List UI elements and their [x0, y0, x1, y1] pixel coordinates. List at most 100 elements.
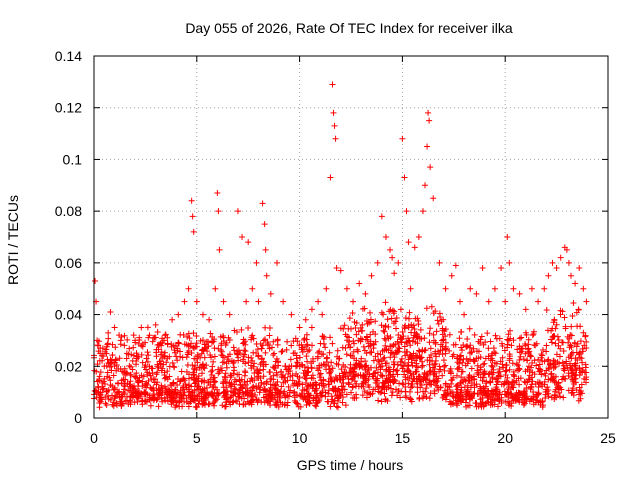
y-tick-label: 0.02 [55, 358, 82, 374]
noise-marker [398, 355, 405, 362]
data-point [356, 280, 363, 287]
noise-marker [274, 336, 281, 343]
noise-marker [359, 380, 366, 387]
noise-marker [192, 397, 199, 404]
noise-marker [442, 380, 449, 387]
noise-marker [131, 386, 138, 393]
noise-marker [238, 326, 245, 333]
noise-marker [287, 356, 294, 363]
noise-marker [303, 343, 310, 350]
noise-marker [503, 367, 510, 374]
noise-marker [553, 321, 560, 328]
noise-marker [489, 357, 496, 364]
noise-marker [127, 363, 134, 370]
noise-marker [370, 341, 377, 348]
noise-marker [365, 364, 372, 371]
noise-marker [577, 338, 584, 345]
noise-marker [177, 353, 184, 360]
noise-marker [380, 311, 387, 318]
noise-marker [267, 376, 274, 383]
noise-marker [447, 369, 454, 376]
data-point [456, 298, 463, 305]
noise-marker [154, 363, 161, 370]
noise-marker [537, 398, 544, 405]
noise-marker [278, 368, 285, 375]
noise-marker [395, 344, 402, 351]
noise-marker [347, 352, 354, 359]
data-point [516, 290, 523, 297]
noise-marker [413, 360, 420, 367]
noise-marker [205, 379, 212, 386]
noise-marker [382, 323, 389, 330]
data-point [216, 246, 223, 253]
noise-marker [533, 397, 540, 404]
noise-marker [519, 394, 526, 401]
noise-marker [568, 323, 575, 330]
noise-marker [386, 376, 393, 383]
noise-marker [366, 309, 373, 316]
noise-marker [583, 338, 590, 345]
noise-marker [254, 375, 261, 381]
noise-marker [250, 363, 257, 370]
noise-marker [359, 321, 366, 328]
noise-marker [352, 371, 359, 378]
noise-marker [166, 387, 173, 394]
noise-marker [346, 315, 353, 322]
noise-marker [132, 361, 139, 368]
noise-marker [352, 324, 359, 331]
noise-marker [405, 322, 412, 329]
noise-marker [466, 393, 473, 400]
data-point [545, 272, 552, 279]
noise-marker [240, 353, 247, 360]
noise-marker [493, 381, 500, 388]
noise-marker [399, 365, 406, 372]
noise-marker [393, 325, 400, 332]
noise-marker [346, 338, 353, 345]
noise-marker [234, 351, 241, 358]
noise-marker [442, 326, 449, 333]
noise-marker [134, 353, 141, 360]
noise-marker [549, 333, 556, 340]
noise-marker [499, 342, 506, 349]
noise-marker [539, 347, 546, 354]
noise-marker [446, 331, 453, 338]
noise-marker [405, 335, 412, 342]
noise-marker [105, 329, 112, 336]
noise-marker [318, 362, 325, 369]
noise-marker [336, 372, 343, 379]
noise-marker [506, 366, 513, 373]
noise-marker [489, 375, 496, 382]
noise-marker [100, 378, 107, 385]
data-point [491, 285, 498, 292]
noise-marker [415, 321, 422, 328]
noise-marker [344, 373, 351, 380]
noise-marker [126, 397, 133, 404]
noise-marker [103, 388, 110, 395]
noise-marker [408, 329, 415, 336]
noise-marker [362, 358, 369, 365]
noise-marker [543, 342, 550, 349]
noise-marker [137, 393, 144, 400]
noise-marker [384, 398, 391, 405]
noise-marker [473, 400, 480, 407]
noise-marker [459, 359, 466, 366]
noise-marker [578, 381, 585, 388]
noise-marker [579, 368, 586, 375]
noise-marker [503, 362, 510, 369]
noise-marker [458, 328, 465, 335]
noise-marker [218, 340, 225, 347]
noise-marker [212, 397, 219, 404]
noise-marker [162, 331, 169, 338]
data-point [387, 246, 394, 253]
noise-marker [357, 338, 364, 345]
noise-marker [485, 353, 492, 360]
noise-marker [190, 372, 197, 379]
noise-marker [565, 372, 572, 379]
noise-marker [102, 348, 109, 355]
noise-marker [226, 379, 233, 386]
noise-marker [227, 401, 234, 408]
noise-marker [345, 381, 352, 388]
noise-marker [453, 372, 460, 379]
data-point [430, 195, 437, 202]
noise-marker [304, 358, 311, 365]
